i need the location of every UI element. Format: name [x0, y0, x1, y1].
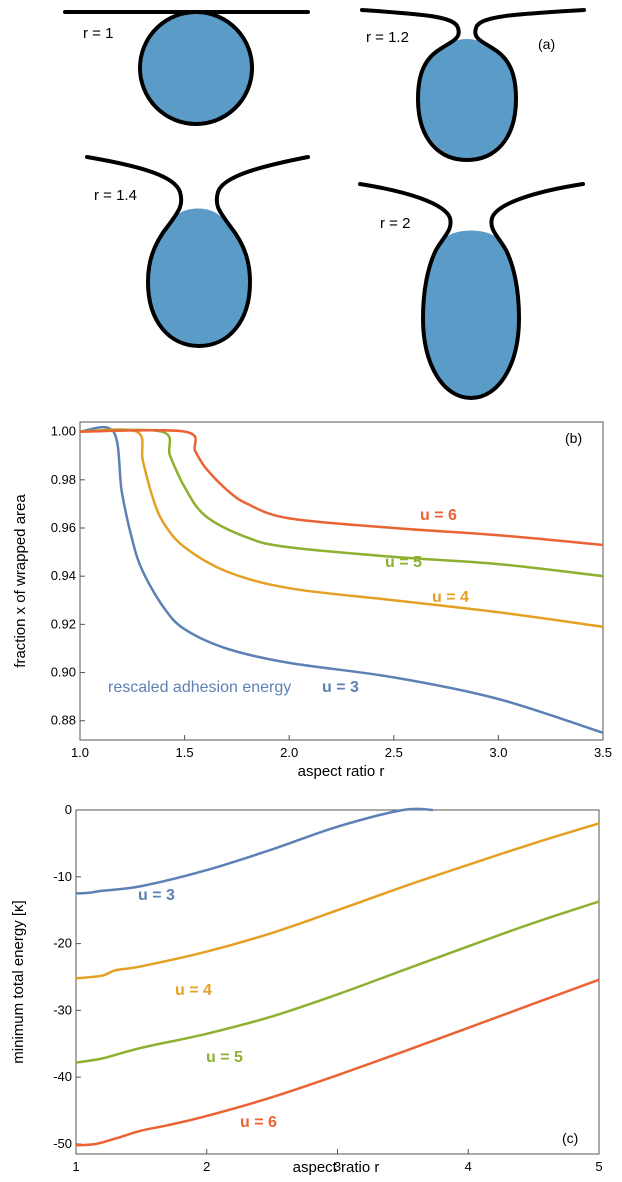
panel-b-series-u-3: [79, 425, 604, 734]
panel-b-xtick-label: 3.0: [489, 745, 507, 760]
panel-b-xtick-label: 1.0: [71, 745, 89, 760]
panel-c-series-u-3: [75, 807, 433, 895]
shape-r-1.4: r = 1.4: [85, 155, 310, 349]
panel-c-chart: 1 2 3 4 5 0 -10 -20 -30 -40 -50 aspect ratio r min…: [10, 802, 603, 1176]
panel-c-u6-label: u = 6: [240, 1114, 277, 1131]
panel-b-series-u-4: [79, 428, 604, 629]
panel-c-xtick-label: 5: [595, 1159, 602, 1174]
particle-r-2: [423, 230, 519, 398]
membrane-r-2: [358, 182, 585, 401]
panel-a-shapes: r = 1 r = 1.2 (a) r = 1.4 r = 2: [63, 8, 586, 401]
particle-r-1: [142, 12, 254, 124]
panel-b-xtick-label: 2.5: [385, 745, 403, 760]
panel-b-u5-label: u = 5: [385, 554, 422, 571]
panel-b-xtick-label: 2.0: [280, 745, 298, 760]
panel-c-xlabel: aspect ratio r: [293, 1159, 380, 1176]
panel-b-xlabel: aspect ratio r: [298, 763, 385, 780]
panel-b-chart: 1.0 1.5 2.0 2.5 3.0 3.5 1.00 0.98 0.96 0.94 0.92 0.…: [12, 421, 612, 780]
panel-c-ytick-label: -30: [53, 1002, 72, 1017]
panel-b-label: (b): [565, 430, 582, 446]
panel-c-xtick-label: 1: [72, 1159, 79, 1174]
shape-r-1-label: r = 1: [83, 25, 113, 42]
panel-b-ytick-label: 1.00: [51, 424, 76, 439]
particle-r-1.4: [148, 208, 250, 346]
panel-c-xtick-label: 2: [203, 1159, 210, 1174]
panel-c-ytick-label: -50: [53, 1136, 72, 1151]
panel-c-u4-label: u = 4: [175, 982, 212, 999]
panel-b-series: [79, 425, 604, 734]
panel-c-ylabel: minimum total energy [κ]: [10, 900, 27, 1063]
panel-b-u3-label: u = 3: [322, 679, 359, 696]
shape-r-1.4-label: r = 1.4: [94, 187, 137, 204]
panel-c-u3-label: u = 3: [138, 887, 175, 904]
panel-b-frame: [79, 421, 604, 741]
panel-b-ticks: 1.0 1.5 2.0 2.5 3.0 3.5 1.00 0.98 0.96 0.94 0.92 0.…: [51, 424, 612, 760]
panel-c-xtick-label: 3: [334, 1159, 341, 1174]
panel-b-series-u-6: [79, 428, 604, 547]
panel-b-u6-label: u = 6: [420, 507, 457, 524]
panel-b-ytick-label: 0.96: [51, 520, 76, 535]
panel-b-ylabel: fraction x of wrapped area: [12, 494, 29, 668]
panel-b-ytick-label: 0.90: [51, 665, 76, 680]
panel-c-frame: [75, 809, 600, 1155]
shape-r-1: r = 1: [63, 9, 310, 126]
panel-a-label: (a): [538, 36, 555, 52]
panel-c-ytick-label: -20: [53, 936, 72, 951]
panel-b-ytick-label: 0.92: [51, 616, 76, 631]
panel-b-ytick-label: 0.94: [51, 568, 76, 583]
panel-b-xtick-label: 3.5: [594, 745, 612, 760]
shape-r-2-label: r = 2: [380, 215, 410, 232]
panel-b-ytick-label: 0.98: [51, 472, 76, 487]
shape-r-1.2-label: r = 1.2: [366, 29, 409, 46]
panel-c-series-u-4: [75, 822, 600, 980]
panel-c-series: [75, 807, 600, 1147]
panel-c-series-u-5: [75, 900, 600, 1064]
shape-r-1.2: r = 1.2 (a): [360, 8, 586, 163]
panel-b-u4-label: u = 4: [432, 589, 469, 606]
panel-c-xtick-label: 4: [465, 1159, 472, 1174]
panel-c-ytick-label: 0: [65, 802, 72, 817]
panel-b-ytick-label: 0.88: [51, 713, 76, 728]
panel-b-series-u-5: [79, 428, 604, 578]
panel-c-u5-label: u = 5: [206, 1049, 243, 1066]
panel-c-ticks: 1 2 3 4 5 0 -10 -20 -30 -40 -50: [53, 802, 602, 1174]
panel-b-u3-prefix: rescaled adhesion energy: [108, 679, 291, 696]
panel-c-ytick-label: -40: [53, 1069, 72, 1084]
panel-c-ytick-label: -10: [53, 869, 72, 884]
shape-r-2: r = 2: [358, 182, 585, 401]
membrane-r-1.2: [360, 8, 586, 163]
panel-c-series-u-6: [75, 978, 600, 1147]
particle-r-1.2: [418, 39, 516, 159]
membrane-r-1: [63, 9, 310, 126]
panel-b-xtick-label: 1.5: [176, 745, 194, 760]
membrane-r-1.4: [85, 155, 310, 349]
panel-c-label: (c): [562, 1130, 578, 1146]
